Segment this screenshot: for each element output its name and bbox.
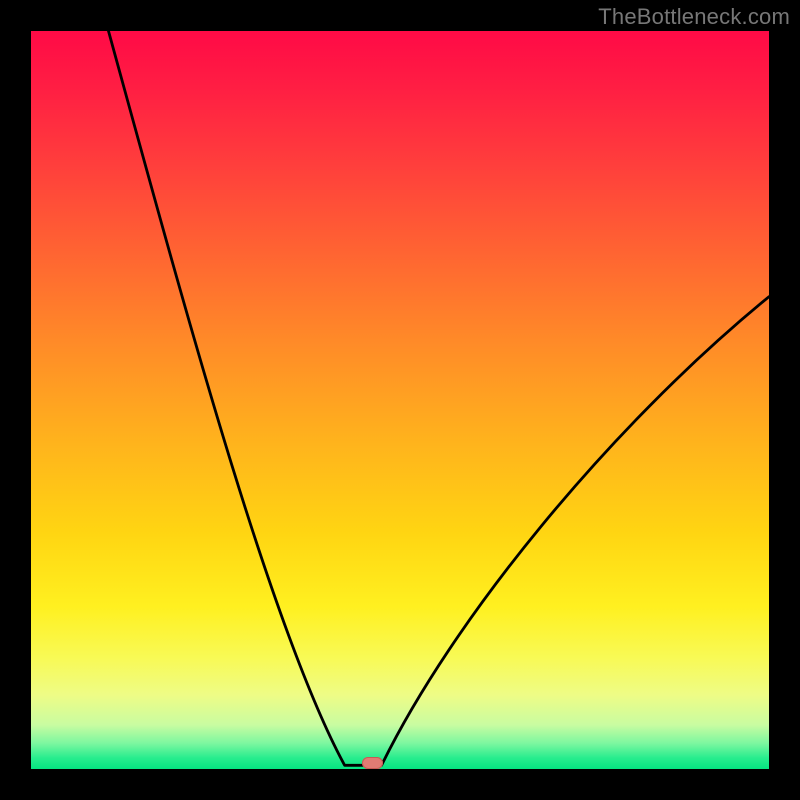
outer-frame: TheBottleneck.com — [0, 0, 800, 800]
plot-area — [31, 31, 769, 769]
watermark-text: TheBottleneck.com — [598, 4, 790, 30]
optimum-marker — [362, 757, 383, 769]
bottleneck-curve — [31, 31, 769, 769]
